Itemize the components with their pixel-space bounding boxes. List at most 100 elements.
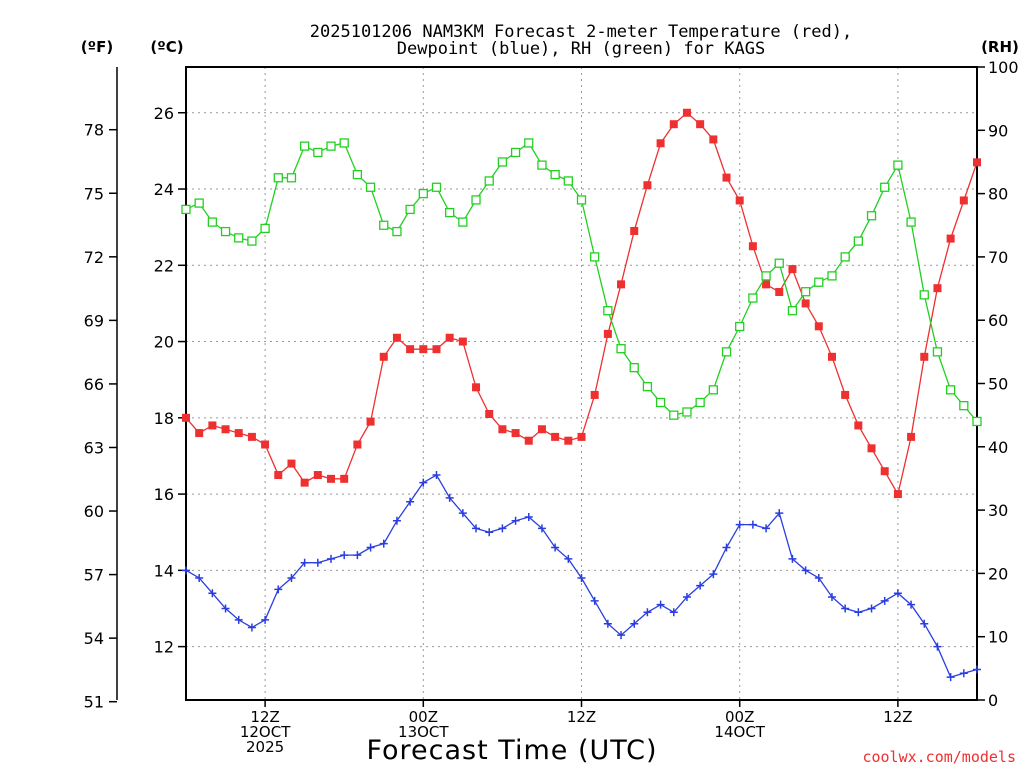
series-0-point-33 xyxy=(617,280,626,289)
series-2-point-32 xyxy=(603,306,613,316)
series-0-point-1 xyxy=(195,429,204,438)
x-tick-label-1-0: 00Z xyxy=(409,708,438,726)
series-1-point-58 xyxy=(946,673,955,682)
series-1-point-21 xyxy=(458,509,467,518)
series-0-point-50 xyxy=(841,390,850,399)
series-2-point-60 xyxy=(972,416,982,427)
series-1-point-47 xyxy=(801,566,810,575)
series-0-point-16 xyxy=(392,333,401,342)
series-0-point-2 xyxy=(208,421,217,430)
series-1-point-46 xyxy=(788,554,797,563)
celsius-tick-label-12: 12 xyxy=(154,638,174,657)
series-2-point-57 xyxy=(932,347,943,357)
series-0-point-41 xyxy=(722,173,731,182)
series-1-point-27 xyxy=(537,524,546,533)
series-2-point-49 xyxy=(827,271,837,281)
chart-title-line2: Dewpoint (blue), RH (green) for KAGS xyxy=(397,39,765,59)
series-2-point-9 xyxy=(299,141,310,151)
x-tick-label-0-0: 12Z xyxy=(250,708,279,726)
series-2-point-12 xyxy=(339,138,349,148)
series-2-point-50 xyxy=(840,252,850,262)
series-0-point-47 xyxy=(801,299,810,308)
series-1-point-55 xyxy=(907,600,916,609)
series-2-point-41 xyxy=(721,347,732,357)
series-0-point-32 xyxy=(603,329,612,338)
series-2-point-15 xyxy=(379,220,389,230)
series-1-point-1 xyxy=(195,573,204,582)
series-1-point-11 xyxy=(327,554,336,563)
fahrenheit-tick-label-60: 60 xyxy=(84,502,104,521)
series-1-point-22 xyxy=(472,524,481,533)
series-1-point-31 xyxy=(590,596,599,605)
series-1-point-14 xyxy=(366,543,375,552)
x-tick-label-0-2: 2025 xyxy=(246,738,284,756)
series-0-point-17 xyxy=(406,345,415,354)
series-2-point-10 xyxy=(313,147,323,158)
series-0-point-13 xyxy=(353,440,362,449)
series-2-point-19 xyxy=(431,182,442,192)
series-2-point-23 xyxy=(484,176,494,186)
series-1-point-44 xyxy=(762,524,771,533)
series-1-point-29 xyxy=(564,554,573,563)
series-1-point-42 xyxy=(735,520,744,529)
x-tick-label-3-0: 00Z xyxy=(725,708,754,726)
series-1-point-24 xyxy=(498,524,507,533)
series-0-point-36 xyxy=(656,139,665,148)
series-0-point-43 xyxy=(748,242,757,251)
series-1-point-33 xyxy=(617,631,626,640)
celsius-tick-label-22: 22 xyxy=(154,256,174,275)
series-2-point-46 xyxy=(787,306,798,316)
fahrenheit-tick-label-69: 69 xyxy=(84,311,104,330)
series-2-point-2 xyxy=(207,217,218,227)
series-0-point-48 xyxy=(814,322,823,331)
celsius-tick-label-26: 26 xyxy=(154,104,174,123)
series-0-point-22 xyxy=(472,383,481,392)
series-0-point-6 xyxy=(261,440,270,449)
x-tick-label-0-1: 12OCT xyxy=(240,723,291,741)
series-1-point-35 xyxy=(643,608,652,617)
series-0-point-28 xyxy=(551,432,560,441)
series-1-point-23 xyxy=(485,528,494,537)
series-2-point-18 xyxy=(418,188,428,199)
series-2-point-0 xyxy=(181,204,191,215)
series-1-point-52 xyxy=(867,604,876,613)
series-1-point-8 xyxy=(287,573,296,582)
series-0-point-51 xyxy=(854,421,863,430)
celsius-tick-label-16: 16 xyxy=(154,485,174,504)
series-1-point-10 xyxy=(313,558,322,567)
series-2-point-24 xyxy=(497,157,508,167)
series-0-point-18 xyxy=(419,345,428,354)
series-2-point-16 xyxy=(392,226,402,237)
series-2-point-59 xyxy=(959,401,969,411)
series-2-point-38 xyxy=(682,407,692,417)
series-2-point-33 xyxy=(616,344,626,354)
series-0-point-45 xyxy=(775,287,784,296)
fahrenheit-tick-label-66: 66 xyxy=(84,375,104,394)
series-1-point-32 xyxy=(603,619,612,628)
series-1-point-30 xyxy=(577,573,586,582)
celsius-tick-label-24: 24 xyxy=(154,180,174,199)
rh-axis-unit: (RH) xyxy=(981,38,1019,56)
series-1-point-4 xyxy=(234,615,243,624)
series-2-point-17 xyxy=(405,204,415,215)
series-0-point-56 xyxy=(920,352,929,361)
series-1-point-56 xyxy=(920,619,929,628)
series-1-point-26 xyxy=(524,512,533,521)
series-2-point-48 xyxy=(814,277,824,287)
series-0-point-19 xyxy=(432,345,441,354)
credit-text: coolwx.com/models xyxy=(862,748,1016,766)
series-0-point-10 xyxy=(313,471,322,480)
series-1-point-39 xyxy=(696,581,705,590)
celsius-tick-label-18: 18 xyxy=(154,409,174,428)
series-2-point-20 xyxy=(445,207,455,218)
series-0-point-54 xyxy=(893,490,902,499)
fahrenheit-tick-label-51: 51 xyxy=(84,693,104,712)
series-2-point-31 xyxy=(590,252,600,262)
series-1-point-28 xyxy=(551,543,560,552)
series-0-point-20 xyxy=(445,333,454,342)
rh-tick-label-0: 0 xyxy=(988,691,998,710)
series-2-point-52 xyxy=(866,211,877,221)
rh-tick-label-80: 80 xyxy=(988,185,1008,204)
series-2-point-55 xyxy=(906,217,916,227)
